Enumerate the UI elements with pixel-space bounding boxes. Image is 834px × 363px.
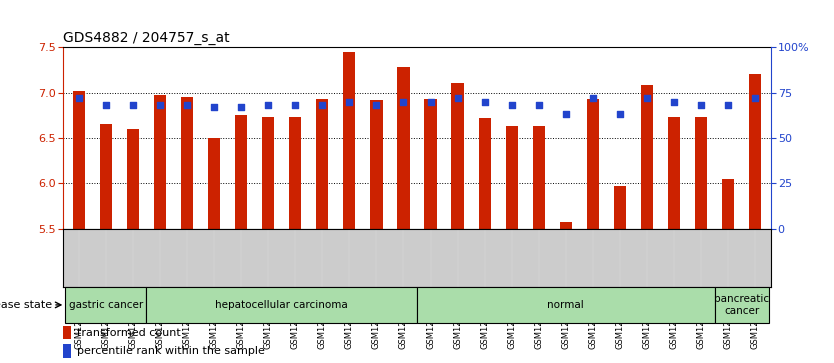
Bar	[533, 126, 545, 229]
Point	[586, 95, 600, 101]
Point	[99, 102, 113, 108]
Point	[72, 95, 85, 101]
Point	[451, 95, 465, 101]
Bar	[722, 179, 734, 229]
Point	[343, 99, 356, 105]
Point	[289, 102, 302, 108]
Bar	[505, 126, 518, 229]
Point	[749, 95, 762, 101]
Bar	[153, 95, 166, 229]
Point	[695, 102, 708, 108]
Bar	[100, 124, 112, 229]
Point	[153, 102, 167, 108]
Point	[180, 102, 193, 108]
Bar	[73, 91, 85, 229]
Text: normal: normal	[547, 300, 584, 310]
Bar	[208, 138, 220, 229]
Text: gastric cancer: gastric cancer	[68, 300, 143, 310]
Bar	[397, 67, 409, 229]
Point	[397, 99, 410, 105]
Bar	[235, 115, 247, 229]
Bar	[127, 129, 139, 229]
Bar	[587, 99, 599, 229]
Bar	[425, 99, 437, 229]
Point	[721, 102, 735, 108]
Bar	[65, 287, 147, 323]
Bar	[181, 97, 193, 229]
Point	[532, 102, 545, 108]
Bar	[451, 83, 464, 229]
Point	[424, 99, 437, 105]
Point	[667, 99, 681, 105]
Bar	[417, 287, 715, 323]
Bar	[370, 100, 383, 229]
Bar	[316, 99, 329, 229]
Bar	[641, 85, 653, 229]
Point	[208, 104, 221, 110]
Point	[478, 99, 491, 105]
Bar	[344, 52, 355, 229]
Point	[126, 102, 139, 108]
Point	[613, 111, 626, 117]
Text: disease state: disease state	[0, 300, 52, 310]
Bar	[262, 117, 274, 229]
Text: transformed count: transformed count	[77, 327, 180, 338]
Text: percentile rank within the sample: percentile rank within the sample	[77, 346, 264, 356]
Point	[505, 102, 519, 108]
Point	[315, 102, 329, 108]
Point	[559, 111, 572, 117]
Bar	[695, 117, 707, 229]
Bar	[715, 287, 769, 323]
Bar	[479, 118, 490, 229]
Bar	[560, 222, 572, 229]
Point	[262, 102, 275, 108]
Bar	[63, 344, 72, 358]
Bar	[614, 186, 626, 229]
Text: hepatocellular carcinoma: hepatocellular carcinoma	[215, 300, 348, 310]
Point	[641, 95, 654, 101]
Point	[234, 104, 248, 110]
Bar	[147, 287, 417, 323]
Point	[369, 102, 383, 108]
Text: pancreatic
cancer: pancreatic cancer	[714, 294, 769, 316]
Bar	[289, 117, 301, 229]
Bar	[749, 74, 761, 229]
Text: GDS4882 / 204757_s_at: GDS4882 / 204757_s_at	[63, 31, 229, 45]
Bar	[668, 117, 681, 229]
Bar	[63, 326, 72, 339]
